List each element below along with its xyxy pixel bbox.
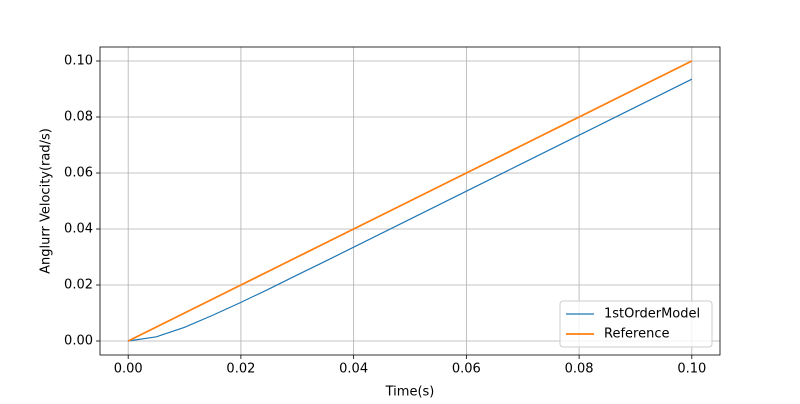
x-tick-label: 0.00 [114,362,143,377]
line [127,60,693,342]
y-tick-label: 0.04 [64,222,93,237]
plot-frame [99,46,721,356]
y-tick-label: 0.02 [64,278,93,293]
x-axis-label: Time(s) [385,385,435,400]
x-tick-label: 0.08 [565,362,594,377]
x-tick-label: 0.04 [339,362,368,377]
y-tick-label: 0.06 [64,166,93,181]
y-tick-label: 0.08 [64,110,93,125]
legend-box [559,300,713,348]
y-tick-label: 0.10 [64,54,93,69]
y-axis-label: Anglurr Velocity(rad/s) [39,128,54,274]
x-tick-label: 0.10 [677,362,706,377]
legend-label: Reference [604,327,669,342]
legend-label: 1stOrderModel [604,307,700,322]
y-tick-label: 0.00 [64,334,93,349]
x-tick-label: 0.02 [226,362,255,377]
x-tick-label: 0.06 [452,362,481,377]
line [128,78,693,342]
